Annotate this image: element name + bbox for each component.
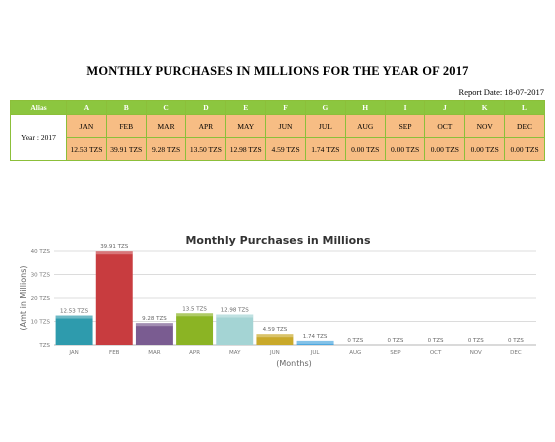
col-letter-h: H	[344, 100, 386, 115]
x-tick-label: SEP	[390, 350, 401, 356]
x-tick-label: MAY	[229, 350, 241, 356]
col-letter-c: C	[145, 100, 187, 115]
value-cell: 39.91 TZS	[105, 137, 147, 161]
data-label: 13.5 TZS	[182, 306, 207, 312]
col-letter-a: A	[66, 100, 107, 115]
chart-title: Monthly Purchases in Millions	[185, 234, 371, 247]
y-axis-label: (Amt in Millions)	[19, 266, 28, 331]
data-label: 9.28 TZS	[142, 316, 167, 322]
bar-highlight	[135, 323, 173, 327]
col-letter-l: L	[504, 100, 545, 115]
value-cell: 0.00 TZS	[424, 137, 466, 161]
x-tick-label: FEB	[109, 350, 120, 356]
month-cell: AUG	[344, 114, 386, 138]
report-date: Report Date: 18-07-2017	[458, 87, 544, 97]
value-cell: 0.00 TZS	[504, 137, 545, 161]
data-label: 0 TZS	[428, 338, 444, 344]
table-month-row: Year : 2017 JAN FEB MAR APR MAY JUN JUL …	[10, 114, 545, 161]
bar-highlight	[256, 334, 294, 338]
col-letter-j: J	[424, 100, 466, 115]
x-tick-label: OCT	[430, 350, 442, 356]
bar-highlight	[55, 315, 93, 319]
x-tick-label: DEC	[510, 350, 522, 356]
bar	[176, 313, 214, 345]
bar	[296, 340, 334, 345]
table-header-row: Alias A B C D E F G H I J K L	[10, 100, 545, 115]
month-cell: JUL	[304, 114, 346, 138]
data-label: 12.98 TZS	[221, 307, 250, 313]
x-tick-label: NOV	[470, 350, 482, 356]
month-cell: DEC	[504, 114, 545, 138]
x-tick-label: APR	[189, 350, 200, 356]
month-cell: MAR	[145, 114, 187, 138]
bar	[256, 334, 294, 345]
x-tick-label: AUG	[349, 350, 361, 356]
value-cell: 13.50 TZS	[185, 137, 227, 161]
data-label: 0 TZS	[387, 338, 403, 344]
y-tick-label: 10 TZS	[31, 320, 51, 326]
data-label: 1.74 TZS	[303, 334, 328, 340]
x-tick-label: JUN	[269, 350, 280, 356]
bar	[135, 323, 173, 345]
value-cell: 0.00 TZS	[464, 137, 506, 161]
report-title: MONTHLY PURCHASES IN MILLIONS FOR THE YE…	[86, 64, 469, 78]
labels: TZS 10 TZS 20 TZS 30 TZS 40 TZS 12.53 TZS JAN 3…	[31, 244, 525, 356]
year-label: Year : 2017	[10, 114, 67, 161]
value-cell: 9.28 TZS	[145, 137, 187, 161]
data-label: 0 TZS	[347, 338, 363, 344]
data-label: 12.53 TZS	[60, 309, 89, 315]
bar-highlight	[176, 313, 214, 317]
bars	[55, 251, 334, 345]
bar-highlight	[216, 314, 254, 318]
x-tick-label: MAR	[148, 350, 161, 356]
data-label: 39.91 TZS	[100, 244, 129, 250]
bar	[55, 315, 93, 345]
data-label: 4.59 TZS	[263, 327, 288, 333]
bar-highlight	[95, 251, 133, 255]
x-tick-label: JUL	[310, 350, 321, 356]
value-cell: 0.00 TZS	[344, 137, 386, 161]
y-tick-label: 20 TZS	[31, 296, 51, 302]
value-cell: 12.98 TZS	[225, 137, 267, 161]
col-letter-g: G	[304, 100, 346, 115]
col-letter-f: F	[265, 100, 306, 115]
y-tick-label: TZS	[38, 343, 50, 349]
month-cell: NOV	[464, 114, 506, 138]
grid-lines	[54, 250, 536, 346]
data-label: 0 TZS	[468, 338, 484, 344]
x-axis-label: (Months)	[276, 359, 311, 368]
x-tick-label: JAN	[68, 350, 78, 356]
value-cell: 4.59 TZS	[265, 137, 306, 161]
bar	[95, 251, 133, 345]
y-tick-label: 40 TZS	[31, 249, 51, 255]
col-letter-b: B	[105, 100, 147, 115]
month-cell: SEP	[384, 114, 426, 138]
value-cell: 12.53 TZS	[66, 137, 107, 161]
month-cell: MAY	[225, 114, 267, 138]
bar-highlight	[296, 340, 334, 344]
value-cell: 0.00 TZS	[384, 137, 426, 161]
table-value-row: 12.53 TZS 39.91 TZS 9.28 TZS 13.50 TZS 1…	[11, 137, 545, 161]
data-label: 0 TZS	[508, 338, 524, 344]
y-tick-label: 30 TZS	[31, 273, 51, 279]
bar	[216, 314, 254, 345]
purchases-table: Alias A B C D E F G H I J K L Year : 201…	[10, 100, 545, 161]
